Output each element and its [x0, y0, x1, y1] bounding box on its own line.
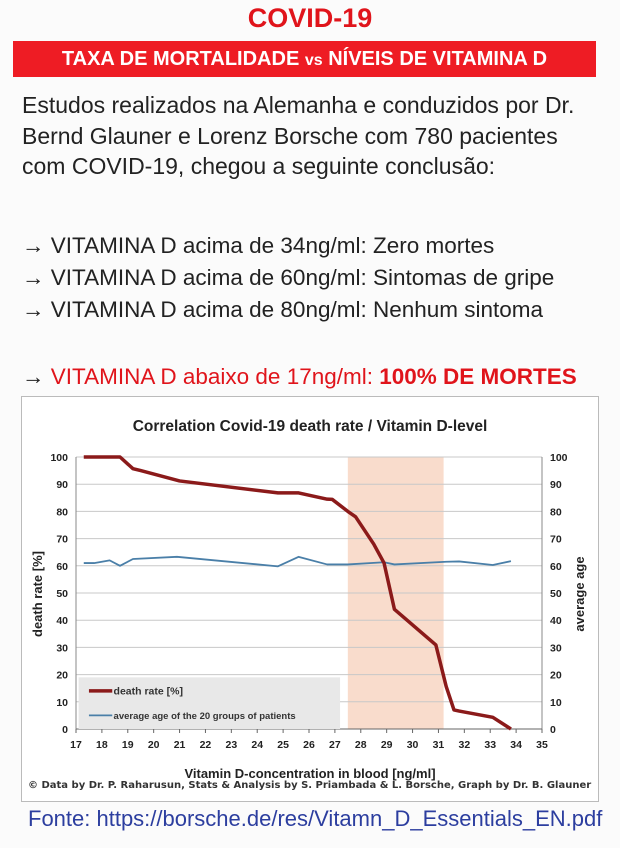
- arrow-icon: →: [22, 265, 45, 290]
- x-tick-label: 27: [329, 739, 341, 751]
- y2-axis-label: average age: [572, 556, 587, 631]
- y2-tick-label: 10: [550, 697, 562, 709]
- y-tick-label: 30: [56, 642, 68, 654]
- arrow-icon: →: [22, 233, 45, 258]
- chart: Correlation Covid-19 death rate / Vitami…: [30, 418, 587, 781]
- arrow-icon: →: [22, 364, 45, 389]
- banner-part2: NÍVEIS DE VITAMINA D: [322, 48, 548, 70]
- y2-tick-label: 40: [550, 615, 562, 627]
- bullet-item: → VITAMINA D acima de 34ng/ml: Zero mort…: [22, 233, 494, 259]
- y-tick-label: 90: [56, 479, 68, 491]
- banner-part1: TAXA DE MORTALIDADE: [61, 48, 305, 70]
- legend-box: [78, 677, 341, 729]
- x-tick-label: 17: [70, 739, 82, 751]
- y-tick-label: 0: [62, 724, 68, 736]
- x-tick-label: 26: [303, 739, 315, 751]
- y2-tick-label: 70: [550, 534, 562, 546]
- chart-title: Correlation Covid-19 death rate / Vitami…: [133, 418, 488, 435]
- x-tick-label: 20: [148, 739, 160, 751]
- banner-vs: vs: [304, 52, 323, 69]
- x-axis-label: Vitamin D-concentration in blood [ng/ml]: [184, 766, 435, 781]
- average-age-line: [83, 555, 512, 568]
- x-tick-label: 35: [536, 739, 548, 751]
- x-tick-label: 23: [225, 739, 237, 751]
- x-tick-label: 34: [510, 739, 522, 751]
- x-tick-label: 21: [174, 739, 186, 751]
- x-tick-label: 22: [200, 739, 212, 751]
- y2-tick-label: 90: [550, 479, 562, 491]
- x-tick-label: 28: [355, 739, 367, 751]
- bullet-text: VITAMINA D acima de 34ng/ml: Zero mortes: [50, 233, 495, 258]
- page-title: COVID-19: [247, 3, 373, 33]
- x-tick-label: 29: [381, 739, 393, 751]
- y-tick-label: 50: [56, 588, 68, 600]
- y2-tick-label: 50: [550, 588, 562, 600]
- x-tick-label: 31: [433, 739, 445, 751]
- y2-tick-label: 60: [550, 561, 562, 573]
- legend-label: average age of the 20 groups of patients: [114, 711, 296, 722]
- y2-tick-label: 100: [550, 452, 568, 464]
- chart-credit: © Data by Dr. P. Raharusun, Stats & Anal…: [28, 780, 592, 791]
- source-link[interactable]: Fonte: https://borsche.de/res/Vitamn_D_E…: [28, 806, 603, 831]
- warning-strong: 100% DE MORTES: [379, 364, 577, 389]
- x-tick-label: 19: [122, 739, 134, 751]
- bullet-text: VITAMINA D acima de 80ng/ml: Nenhum sint…: [50, 297, 544, 322]
- y-tick-label: 60: [56, 561, 68, 573]
- y2-tick-label: 30: [550, 642, 562, 654]
- bullet-text: VITAMINA D acima de 60ng/ml: Sintomas de…: [50, 265, 555, 290]
- x-tick-label: 24: [251, 739, 263, 751]
- x-tick-label: 18: [96, 739, 108, 751]
- y-tick-label: 70: [56, 534, 68, 546]
- legend-label: death rate [%]: [114, 685, 183, 697]
- y-tick-label: 20: [56, 670, 68, 682]
- warning-text: VITAMINA D abaixo de 17ng/ml:: [50, 364, 380, 389]
- bullet-item: → VITAMINA D acima de 80ng/ml: Nenhum si…: [22, 297, 543, 323]
- y-tick-label: 40: [56, 615, 68, 627]
- y-tick-label: 80: [56, 506, 68, 518]
- y-tick-label: 100: [50, 452, 68, 464]
- death-rate-line: [83, 455, 512, 731]
- x-tick-label: 32: [458, 739, 470, 751]
- x-tick-label: 30: [407, 739, 419, 751]
- y2-tick-label: 20: [550, 670, 562, 682]
- bullet-item: → VITAMINA D acima de 60ng/ml: Sintomas …: [22, 265, 554, 291]
- chart-frame: [21, 396, 599, 802]
- warning-item: → VITAMINA D abaixo de 17ng/ml: 100% DE …: [22, 364, 577, 390]
- x-tick-label: 33: [484, 739, 496, 751]
- arrow-icon: →: [22, 297, 45, 322]
- y2-tick-label: 80: [550, 506, 562, 518]
- y-tick-label: 10: [56, 697, 68, 709]
- y-axis-label: death rate [%]: [30, 551, 45, 637]
- y2-tick-label: 0: [550, 724, 556, 736]
- x-tick-label: 25: [277, 739, 289, 751]
- intro-text: Estudos realizados na Alemanha e conduzi…: [22, 92, 575, 179]
- subtitle-banner: TAXA DE MORTALIDADE vs NÍVEIS DE VITAMIN…: [13, 41, 596, 77]
